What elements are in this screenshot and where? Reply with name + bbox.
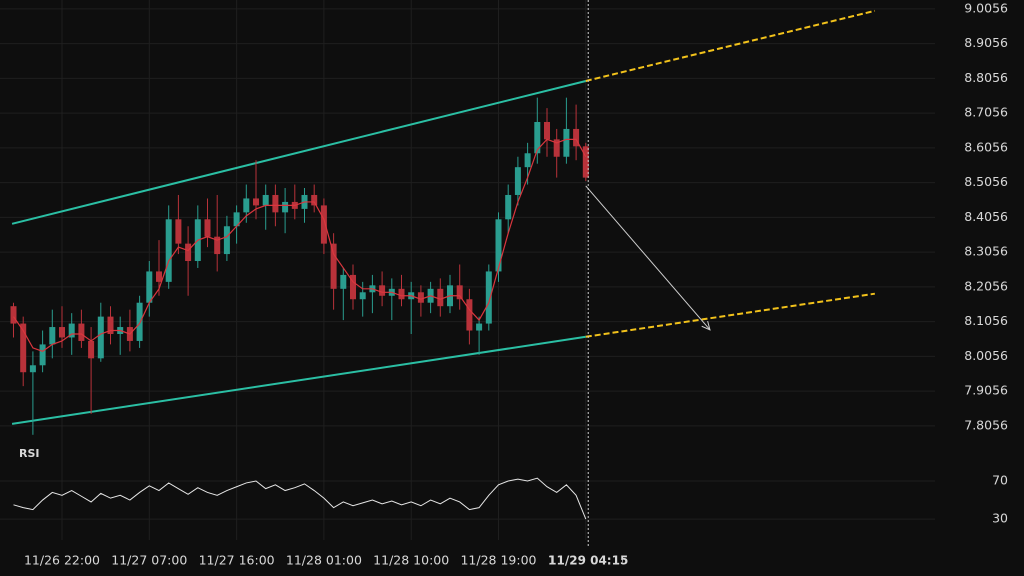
y-tick-label: 8.8056 xyxy=(964,70,1008,85)
candle-body xyxy=(10,306,17,324)
x-tick-label: 11/28 19:00 xyxy=(460,553,536,568)
candle-body xyxy=(29,365,36,373)
arrow xyxy=(585,185,711,331)
candle-body xyxy=(553,139,560,157)
cursor-label-bg xyxy=(554,552,623,570)
candle-body xyxy=(223,226,230,255)
y-tick-label: 30 xyxy=(992,511,1008,526)
candle-body xyxy=(573,128,580,147)
candle-body xyxy=(59,327,65,338)
candle-body xyxy=(185,243,192,262)
candle-body xyxy=(514,167,521,195)
candle-body xyxy=(88,340,95,359)
candle-body xyxy=(466,299,473,331)
candle-body xyxy=(146,271,153,303)
candle-body xyxy=(136,302,143,341)
y-tick-label: 8.1056 xyxy=(964,313,1008,328)
candle-body xyxy=(165,219,172,282)
candle-body xyxy=(320,205,327,244)
cursor-label: 11/29 04:15 xyxy=(548,554,628,568)
candle-body xyxy=(398,288,405,300)
x-tick-label: 11/27 07:00 xyxy=(111,553,187,568)
trendline xyxy=(585,292,876,338)
moving-average xyxy=(13,138,587,353)
candle-body xyxy=(20,323,27,373)
candle-body xyxy=(495,219,502,272)
y-tick-label: 8.3056 xyxy=(964,244,1008,259)
x-tick-label: 11/28 01:00 xyxy=(286,553,362,568)
y-tick-label: 8.5056 xyxy=(964,174,1008,189)
candle-body xyxy=(437,288,444,307)
candle-body xyxy=(262,194,269,206)
y-tick-label: 9.0056 xyxy=(964,0,1008,15)
candle-body xyxy=(330,243,337,289)
candle-body xyxy=(456,285,463,300)
candle-body xyxy=(534,121,541,154)
y-tick-label: 8.9056 xyxy=(964,35,1008,50)
candle-body xyxy=(544,121,550,140)
candle-body xyxy=(379,285,386,296)
y-tick-label: 8.0056 xyxy=(964,348,1008,363)
y-tick-label: 7.9056 xyxy=(964,383,1008,398)
candle-body xyxy=(39,344,46,366)
candle-body xyxy=(311,194,318,206)
rsi-line xyxy=(13,477,587,520)
candle-body xyxy=(485,271,492,324)
y-tick-label: 70 xyxy=(992,473,1008,488)
candle-body xyxy=(505,194,512,220)
candle-body xyxy=(97,316,104,359)
x-tick-label: 11/26 22:00 xyxy=(24,553,100,568)
trendline xyxy=(11,335,586,425)
candle-body xyxy=(233,212,240,227)
x-tick-label: 11/28 10:00 xyxy=(373,553,449,568)
arrow-head xyxy=(701,321,711,331)
y-tick-label: 8.7056 xyxy=(964,105,1008,120)
candle-body xyxy=(582,146,589,178)
y-tick-label: 7.8056 xyxy=(964,417,1008,432)
rsi-label: RSI xyxy=(19,447,40,460)
y-tick-label: 8.6056 xyxy=(964,139,1008,154)
candle-body xyxy=(417,292,424,303)
x-tick-label: 11/27 16:00 xyxy=(199,553,275,568)
candle-body xyxy=(243,198,250,213)
candle-body xyxy=(272,194,279,213)
candle-body xyxy=(563,128,570,157)
trendline xyxy=(585,9,876,82)
candle-body xyxy=(204,219,211,237)
candle-body xyxy=(68,323,75,338)
candle-body xyxy=(253,198,259,206)
candle-body xyxy=(350,274,356,300)
candle-body xyxy=(359,292,366,300)
trendline xyxy=(11,80,587,225)
candle-body xyxy=(107,316,114,334)
y-tick-label: 8.4056 xyxy=(964,209,1008,224)
candle-body xyxy=(476,323,483,331)
candle-body xyxy=(282,201,289,213)
candle-body xyxy=(156,271,162,282)
candle-body xyxy=(524,153,531,168)
candle-body xyxy=(78,323,85,341)
candle-body xyxy=(340,274,347,289)
y-tick-label: 8.2056 xyxy=(964,278,1008,293)
candle-body xyxy=(49,327,56,345)
candle-body xyxy=(214,236,221,255)
candle-body xyxy=(175,219,182,244)
